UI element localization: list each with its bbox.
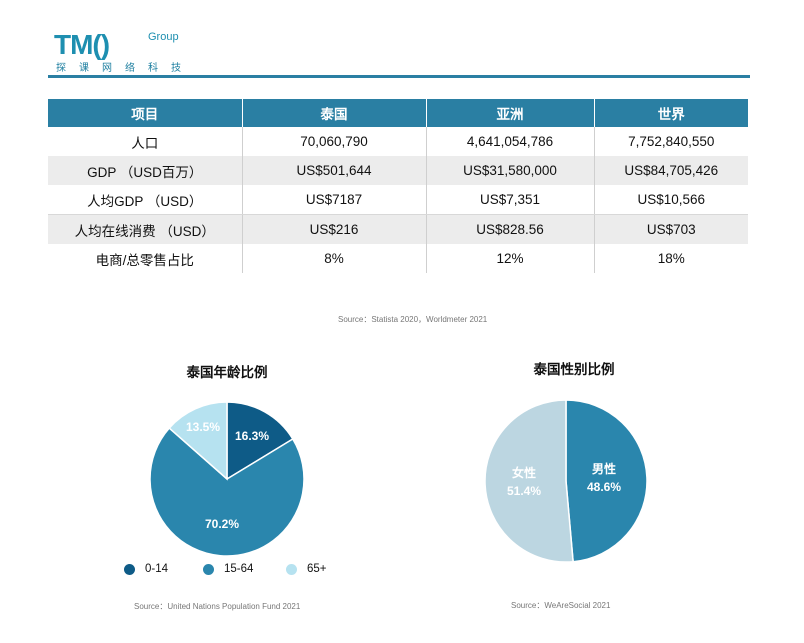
logo-text: TM() <box>54 29 109 60</box>
company-logo: TM() Group <box>54 28 194 76</box>
age-chart-source: Source：United Nations Population Fund 20… <box>134 602 301 611</box>
table-row: 电商/总零售占比 8% 12% 18% <box>48 244 748 273</box>
slice-value-label: 70.2% <box>205 517 239 531</box>
slice-male <box>565 399 648 563</box>
legend-swatch <box>286 563 297 575</box>
table-cell: US$10,566 <box>593 185 748 215</box>
legend-label: 65+ <box>307 563 327 575</box>
table-cell: US$216 <box>241 214 426 244</box>
table-row: 人均在线消费 （USD） US$216 US$828.56 US$703 <box>48 214 748 244</box>
slice-value-label: 51.4% <box>507 484 541 498</box>
slice-category-label: 女性 <box>512 465 536 480</box>
slice-category-label: 男性 <box>592 461 616 476</box>
table-cell: 7,752,840,550 <box>593 127 748 156</box>
table-cell: US$501,644 <box>241 156 426 185</box>
legend-swatch <box>124 563 135 575</box>
age-chart-legend: 0-14 15-64 65+ <box>124 563 354 579</box>
age-chart-title: 泰国年龄比例 <box>186 365 268 380</box>
table-cell: US$84,705,426 <box>593 156 748 185</box>
row-label: 人均GDP （USD） <box>48 185 242 215</box>
table-cell: US$703 <box>593 214 748 244</box>
table-cell: US$31,580,000 <box>425 156 594 185</box>
logo-subtitle: 探课网络科技 <box>56 63 194 74</box>
slice-value-label: 13.5% <box>186 420 220 434</box>
logo-mark: TM() Group <box>54 29 179 60</box>
table-cell: US$7,351 <box>425 185 594 215</box>
row-label: 人均在线消费 （USD） <box>48 214 242 244</box>
slice-0-14 <box>226 401 294 481</box>
row-label: GDP （USD百万） <box>48 156 242 185</box>
table-cell: US$828.56 <box>425 214 594 244</box>
table-row: 人口 70,060,790 4,641,054,786 7,752,840,55… <box>48 127 748 156</box>
table-cell: 12% <box>425 244 594 273</box>
logo-group-text: Group <box>148 31 179 43</box>
header-item: 项目 <box>48 99 242 127</box>
header-divider <box>48 75 750 78</box>
legend-label: 15-64 <box>224 563 254 575</box>
gender-chart-source: Source：WeAreSocial 2021 <box>511 601 611 610</box>
header-world: 世界 <box>593 99 748 127</box>
header-asia: 亚洲 <box>425 99 594 127</box>
comparison-table: 项目 泰国 亚洲 世界 人口 70,060,790 4,641,054,786 … <box>48 99 748 273</box>
gender-chart-title: 泰国性别比例 <box>533 362 615 377</box>
table-row: 人均GDP （USD） US$7187 US$7,351 US$10,566 <box>48 185 748 215</box>
slice-value-label: 16.3% <box>235 429 269 443</box>
table-cell: US$7187 <box>241 185 426 215</box>
table-header-row: 项目 泰国 亚洲 世界 <box>48 99 748 127</box>
table-cell: 8% <box>241 244 426 273</box>
header-thailand: 泰国 <box>241 99 426 127</box>
table-cell: 70,060,790 <box>241 127 426 156</box>
slice-female <box>484 399 574 563</box>
table-cell: 18% <box>593 244 748 273</box>
legend-item-65plus: 65+ <box>286 563 327 575</box>
legend-label: 0-14 <box>145 563 169 575</box>
row-label: 人口 <box>131 135 159 151</box>
table-source-note: Source：Statista 2020，Worldmeter 2021 <box>338 315 488 324</box>
table-row: GDP （USD百万） US$501,644 US$31,580,000 US$… <box>48 156 748 185</box>
legend-swatch <box>203 563 214 575</box>
table-cell: 4,641,054,786 <box>425 127 594 156</box>
row-label: 电商/总零售占比 <box>95 252 194 268</box>
legend-item-0-14: 0-14 <box>124 563 168 575</box>
slice-15-64 <box>149 427 305 557</box>
slice-65plus <box>168 401 228 481</box>
legend-item-15-64: 15-64 <box>203 563 253 575</box>
slice-value-label: 48.6% <box>587 480 621 494</box>
